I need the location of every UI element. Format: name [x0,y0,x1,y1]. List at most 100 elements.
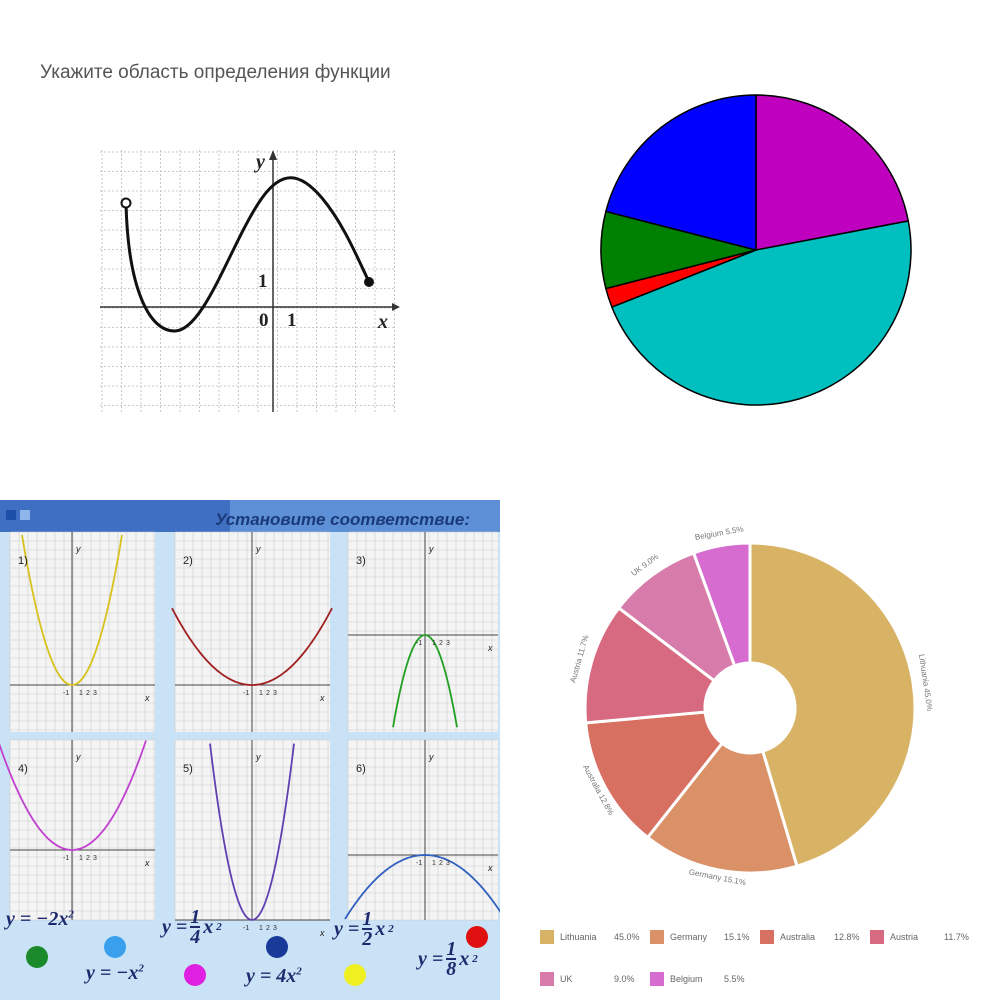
formula-1: y = −2x2 [6,908,74,931]
formula-5-num: 1 [362,908,373,930]
formula-2: y = −x2 [86,962,144,985]
answer-dot-2[interactable] [104,936,126,958]
graph-label-2: 2) [183,555,193,567]
donut-slice-australia [584,710,725,840]
legend-value: 11.7% [944,932,969,942]
parabola-2 [171,607,333,686]
legend-swatch [650,972,664,986]
graph-label-1: 1) [18,555,28,567]
legend-item-austria[interactable]: Austria 11.7% [870,930,969,944]
legend-swatch [650,930,664,944]
answer-dot-5[interactable] [344,964,366,986]
cell-tick-label: 1 [432,860,436,867]
formula-4-text: y = 4x [246,965,297,987]
pie-slices [600,94,912,406]
cell-tick-label: 2 [86,690,90,697]
closed-endpoint [364,277,374,287]
formula-1-text: y = −2x [6,908,69,930]
graph-cells: 1)yx-1 1 2 32)yx-1 1 2 33)yx-1 1 2 34)yx-1 1 2 35)yx… [0,531,500,938]
formula-2-exp: 2 [138,962,144,975]
pie-slice-4 [604,94,757,251]
legend-item-belgium[interactable]: Belgium 5.5% [650,972,745,986]
cell-tick-label: -1 [243,690,249,697]
graph-label-6: 6) [356,763,366,775]
graph-cell-1 [10,532,155,732]
formula-1-exp: 2 [68,908,74,921]
header-square [6,510,16,520]
open-endpoint [120,197,132,209]
donut-slice-lithuania [748,541,917,869]
legend-item-uk[interactable]: UK 9.0% [540,972,635,986]
y-axis-label: y [254,151,265,173]
legend-item-germany[interactable]: Germany 15.1% [650,930,750,944]
pie-chart-panel [500,0,1000,500]
cell-tick-label: 1 [259,925,263,932]
donut-slice-label: Belgium 5.5% [694,524,744,541]
legend-name: Lithuania [560,932,597,942]
donut-slices: Lithuania 45.0%Germany 15.1%Australia 12… [568,524,934,887]
grid [100,150,395,412]
origin-label: 0 [259,310,269,331]
cell-x-label: x [487,643,493,653]
donut-slice-label: Lithuania 45.0% [917,653,934,711]
donut-slice-belgium [691,541,752,668]
function-graph: y x 0 1 1 [100,150,400,412]
formula-6-num: 1 [446,938,457,960]
formula-6-text: y = [418,947,444,970]
function-graph-panel: Укажите область определения функции y x … [0,0,500,500]
y-axis-arrow [269,150,277,160]
answer-dot-1[interactable] [26,946,48,968]
graph-label-3: 3) [356,555,366,567]
cell-tick-label: 1 [79,690,83,697]
formula-3-exp: 2 [216,921,222,933]
formula-6-var: x [459,947,470,970]
legend-value: 5.5% [724,974,745,984]
cell-tick-label: 1 [432,640,436,647]
cell-tick-label: -1 [243,925,249,932]
matching-title: Установите соответствие: [215,510,470,529]
x-axis-arrow [392,303,400,311]
donut-chart: Lithuania 45.0%Germany 15.1%Australia 12… [568,524,934,887]
formula-3-num: 1 [190,906,201,928]
legend-name: Belgium [670,974,703,984]
cell-tick-label: 3 [446,860,450,867]
cell-x-label: x [487,863,493,873]
legend-name: Austria [890,932,919,942]
legend-item-lithuania[interactable]: Lithuania 45.0% [540,930,640,944]
answer-dot-6[interactable] [466,926,488,948]
header-square [20,510,30,520]
donut-slice-austria [583,605,717,725]
donut-chart-panel: Lithuania 45.0% Germany 15.1% Australia 12… [500,500,1000,1000]
donut-slice-germany [645,741,799,875]
formula-3-var: x [203,915,214,938]
cell-tick-label: 2 [439,640,443,647]
formula-3-text: y = [162,915,188,938]
cell-x-label: x [144,693,150,703]
formula-2-text: y = −x [86,962,139,984]
formula-5-exp: 2 [388,923,394,935]
parabola-4 [0,740,147,851]
formula-6-exp: 2 [472,953,478,965]
legend-value: 12.8% [834,932,860,942]
header-bar-accent [0,500,230,532]
cell-x-label: x [319,693,325,703]
cell-x-label: x [319,928,325,938]
cell-tick-label: 3 [273,925,277,932]
cell-y-label: y [255,752,261,762]
answer-dot-4[interactable] [266,936,288,958]
x-axis-label: x [377,311,388,333]
function-curve [124,176,371,333]
parabola-1 [21,534,123,686]
cell-y-label: y [428,544,434,554]
legend-item-australia[interactable]: Australia 12.8% [760,930,860,944]
answer-dot-3[interactable] [184,964,206,986]
pie-slice-1 [610,220,912,406]
cell-tick-label: 3 [446,640,450,647]
legend-swatch [540,930,554,944]
cell-x-label: x [144,858,150,868]
formula-5-text: y = [334,917,360,940]
cell-tick-label: -1 [63,690,69,697]
legend-name: UK [560,974,573,984]
